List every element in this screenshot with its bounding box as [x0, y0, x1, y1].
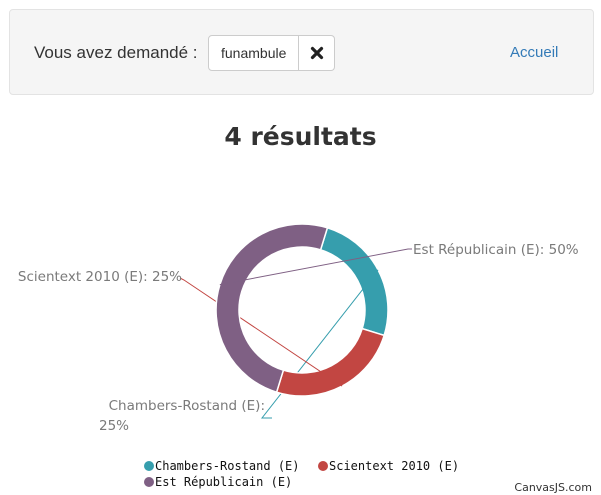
- pie-slice[interactable]: [319, 226, 389, 337]
- home-link[interactable]: Accueil: [510, 44, 559, 61]
- legend-item[interactable]: Est Républicain (E): [144, 475, 292, 489]
- slice-label: Est Républicain (E): 50%: [413, 242, 579, 258]
- legend-marker: [318, 461, 328, 471]
- label-connector: [219, 248, 412, 286]
- pie-slice[interactable]: [215, 223, 329, 394]
- pie-slice[interactable]: [275, 327, 386, 397]
- legend-label: Est Républicain (E): [155, 475, 292, 489]
- chart-credit[interactable]: CanvasJS.com: [514, 481, 592, 494]
- query-label: Vous avez demandé :: [34, 43, 198, 62]
- label-connector: [179, 277, 343, 387]
- results-title: 4 résultats: [224, 122, 377, 151]
- query-group: funambule: [208, 35, 336, 71]
- legend-marker: [144, 461, 154, 471]
- label-connector: [260, 269, 379, 419]
- slice-label: Chambers-Rostand (E): 25%: [99, 398, 265, 434]
- legend-label: Chambers-Rostand (E): [155, 459, 300, 473]
- close-icon: [310, 46, 323, 60]
- clear-button[interactable]: [299, 35, 336, 71]
- search-panel: Vous avez demandé : funambule Accueil: [9, 9, 594, 95]
- legend-item[interactable]: Chambers-Rostand (E): [144, 459, 300, 473]
- query-term: funambule: [208, 35, 300, 71]
- slice-label: Scientext 2010 (E): 25%: [18, 269, 182, 285]
- legend-item[interactable]: Scientext 2010 (E): [318, 459, 459, 473]
- legend-marker: [144, 477, 154, 487]
- legend-label: Scientext 2010 (E): [329, 459, 459, 473]
